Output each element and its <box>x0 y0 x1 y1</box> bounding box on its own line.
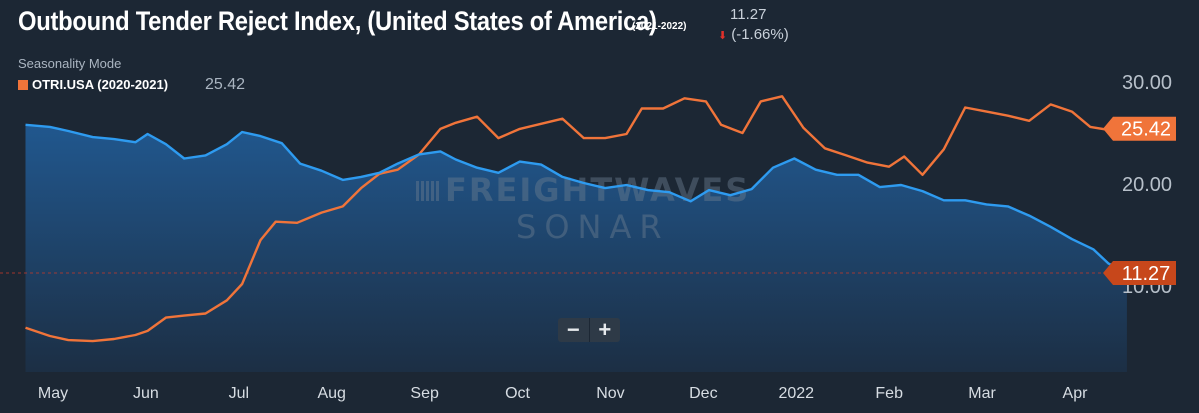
legend-value: 25.42 <box>205 76 246 93</box>
x-tick-label: 2022 <box>778 385 814 402</box>
chart-header: Outbound Tender Reject Index, (United St… <box>18 6 744 37</box>
zoom-control: − + <box>558 317 620 342</box>
seasonal-end-badge: 25.42 <box>1103 116 1176 141</box>
current-end-badge: 11.27 <box>1103 261 1176 286</box>
legend-swatch <box>18 80 28 90</box>
current-change: ⬇ (-1.66%) <box>718 26 789 43</box>
seasonality-mode-label: Seasonality Mode <box>18 56 122 71</box>
down-arrow-icon: ⬇ <box>718 30 728 42</box>
x-tick-label: Nov <box>596 385 624 402</box>
zoom-separator <box>588 318 590 342</box>
x-tick-label: May <box>38 385 68 402</box>
freightwaves-logo-icon <box>416 181 439 201</box>
x-tick-label: Oct <box>505 385 530 402</box>
legend-item-seasonal[interactable]: OTRI.USA (2020-2021) <box>18 77 168 92</box>
current-change-text: (-1.66%) <box>731 26 789 43</box>
title-period: (2021-2022) <box>632 21 687 32</box>
current-series-line <box>25 123 1128 275</box>
seasonal-end-badge-label: 25.42 <box>1121 119 1171 141</box>
x-tick-label: Jul <box>229 385 249 402</box>
chart-title: Outbound Tender Reject Index, (United St… <box>18 6 657 36</box>
x-tick-label: Apr <box>1063 385 1089 402</box>
watermark-freightwaves: FREIGHTWAVES <box>445 171 750 209</box>
x-tick-label: Aug <box>317 385 345 402</box>
y-tick-label: 30.00 <box>1122 72 1172 94</box>
x-tick-label: Sep <box>410 385 439 402</box>
current-end-badge-label: 11.27 <box>1122 263 1171 285</box>
current-value: 11.27 <box>730 6 767 23</box>
watermark-sonar: SONAR <box>516 208 670 246</box>
x-tick-label: Dec <box>689 385 717 402</box>
zoom-in-button[interactable]: + <box>598 317 612 342</box>
x-tick-label: Mar <box>968 385 996 402</box>
zoom-out-button[interactable]: − <box>566 317 580 342</box>
current-series-area <box>25 124 1127 372</box>
y-tick-label: 20.00 <box>1122 174 1172 196</box>
x-tick-label: Feb <box>875 385 903 402</box>
freightwaves-sonar-watermark: FREIGHTWAVES SONAR <box>416 171 750 246</box>
x-tick-label: Jun <box>133 385 159 402</box>
legend-label: OTRI.USA (2020-2021) <box>32 77 169 92</box>
seasonal-series-line <box>25 95 1127 343</box>
